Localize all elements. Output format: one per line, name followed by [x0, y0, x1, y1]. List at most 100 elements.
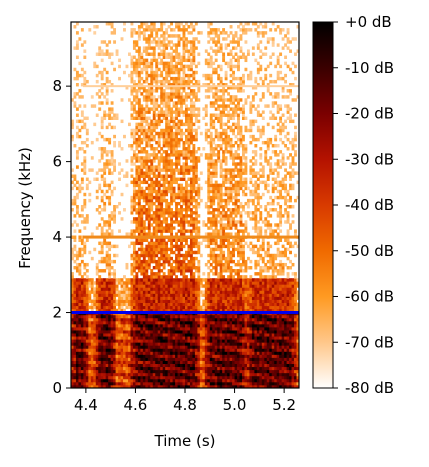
spectrogram-cell — [110, 192, 114, 197]
spectrogram-cell — [98, 49, 102, 53]
spectrogram-cell — [145, 293, 149, 297]
spectrogram-cell — [150, 250, 154, 255]
spectrogram-cell — [180, 232, 183, 236]
spectrogram-cell — [75, 211, 79, 215]
spectrogram-cell — [73, 281, 77, 285]
spectrogram-cell — [145, 70, 149, 75]
spectrogram-cell — [140, 384, 144, 388]
spectrogram-cell — [165, 323, 169, 328]
spectrogram-cell — [105, 296, 109, 300]
spectrogram-cell — [140, 150, 144, 154]
spectrogram-cell — [170, 134, 174, 139]
spectrogram-cell — [128, 369, 131, 374]
spectrogram-cell — [137, 354, 141, 358]
spectrogram-cell — [150, 107, 154, 111]
spectrogram-cell — [80, 275, 84, 279]
spectrogram-cell — [217, 351, 221, 355]
spectrogram-cell — [157, 201, 161, 206]
spectrogram-cell — [172, 186, 176, 191]
spectrogram-cell — [199, 171, 203, 175]
spectrogram-cell — [140, 192, 144, 197]
spectrogram-cell — [222, 375, 226, 380]
spectrogram-cell — [80, 162, 84, 166]
spectrogram-cell — [207, 323, 211, 328]
spectrogram-cell — [189, 375, 193, 380]
spectrogram-cell — [209, 116, 213, 120]
spectrogram-cell — [197, 229, 201, 233]
spectrogram-cell — [209, 253, 213, 258]
spectrogram-cell — [132, 40, 136, 44]
spectrogram-cell — [150, 238, 154, 242]
spectrogram-cell — [189, 348, 193, 352]
spectrogram-cell — [170, 363, 174, 368]
spectrogram-cell — [172, 95, 176, 99]
spectrogram-cell — [167, 275, 171, 279]
spectrogram-cell — [192, 287, 196, 291]
spectrogram-cell — [175, 156, 178, 160]
spectrogram-cell — [128, 314, 131, 319]
spectrogram-cell — [150, 28, 154, 32]
spectrogram-cell — [192, 189, 196, 194]
spectrogram-cell — [125, 333, 129, 337]
spectrogram-cell — [194, 381, 198, 386]
spectrogram-cell — [207, 272, 211, 276]
spectrogram-cell — [209, 73, 213, 78]
spectrogram-cell — [224, 61, 228, 66]
spectrogram-cell — [189, 89, 193, 93]
spectrogram-cell — [145, 372, 149, 377]
spectrogram-cell — [165, 299, 169, 303]
spectrogram-cell — [180, 327, 183, 331]
spectrogram-cell — [71, 186, 74, 191]
spectrogram-cell — [209, 290, 213, 294]
spectrogram-cell — [103, 284, 107, 288]
spectrogram-cell — [132, 333, 136, 337]
spectrogram-cell — [145, 211, 149, 215]
spectrogram-cell — [189, 266, 193, 270]
spectrogram-cell — [180, 186, 183, 191]
spectrogram-cell — [197, 378, 201, 383]
spectrogram-cell — [187, 342, 191, 346]
spectrogram-cell — [192, 25, 196, 29]
spectrogram-cell — [185, 314, 188, 319]
spectrogram-cell — [98, 336, 102, 340]
spectrogram-cell — [88, 305, 92, 310]
spectrogram-cell — [170, 348, 174, 352]
spectrogram-cell — [214, 308, 218, 313]
spectrogram-cell — [78, 73, 82, 78]
spectrogram-cell — [192, 284, 196, 288]
spectrogram-cell — [170, 144, 174, 148]
spectrogram-cell — [160, 330, 164, 334]
spectrogram-cell — [204, 232, 208, 236]
spectrogram-cell — [222, 223, 226, 227]
spectrogram-cell — [130, 296, 134, 300]
spectrogram-cell — [180, 214, 183, 218]
spectrogram-cell — [108, 22, 112, 26]
spectrogram-cell — [147, 153, 151, 157]
spectrogram-cell — [118, 171, 121, 175]
spectrogram-cell — [137, 296, 141, 300]
spectrogram-cell — [78, 320, 82, 325]
spectrogram-cell — [73, 369, 77, 374]
spectrogram-cell — [194, 244, 198, 249]
spectrogram-cell — [115, 52, 119, 56]
spectrogram-cell — [209, 101, 213, 105]
spectrogram-cell — [135, 147, 139, 151]
spectrogram-cell — [222, 104, 226, 108]
spectrogram-cell — [207, 275, 211, 279]
spectrogram-cell — [71, 134, 74, 139]
spectrogram-cell — [167, 302, 171, 307]
spectrogram-cell — [118, 76, 121, 81]
spectrogram-cell — [142, 189, 146, 194]
spectrogram-cell — [219, 381, 223, 386]
spectrogram-cell — [182, 153, 186, 157]
spectrogram-cell — [145, 25, 149, 29]
spectrogram-cell — [197, 186, 201, 191]
spectrogram-cell — [152, 278, 156, 282]
spectrogram-cell — [217, 357, 221, 361]
spectrogram-cell — [217, 360, 221, 364]
spectrogram-cell — [130, 320, 134, 325]
spectrogram-cell — [130, 266, 134, 270]
spectrogram-cell — [88, 348, 92, 352]
spectrogram-cell — [185, 372, 188, 377]
spectrogram-cell — [192, 70, 196, 75]
